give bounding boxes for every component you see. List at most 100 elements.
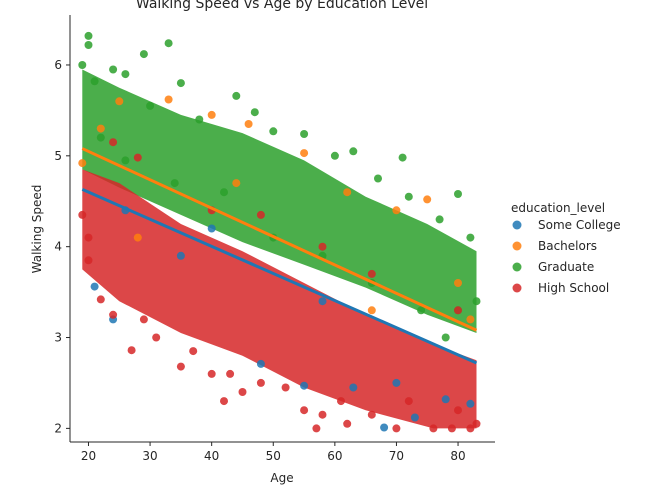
scatter-point (96, 133, 105, 142)
scatter-point (312, 424, 321, 433)
scatter-point (318, 242, 327, 251)
scatter-point (109, 65, 118, 74)
x-tick-label: 70 (389, 449, 404, 463)
scatter-point (281, 383, 290, 392)
scatter-point (96, 124, 105, 133)
x-tick-label: 50 (266, 449, 281, 463)
x-axis-title: Age (270, 471, 293, 485)
y-tick-label: 2 (54, 421, 62, 435)
scatter-point (176, 251, 185, 260)
scatter-point (127, 346, 136, 355)
scatter-point (435, 215, 444, 224)
scatter-point (256, 210, 265, 219)
scatter-point (410, 413, 419, 422)
scatter-point (380, 423, 389, 432)
scatter-point (392, 378, 401, 387)
legend-entry: Bachelors (538, 239, 597, 253)
x-tick-label: 60 (327, 449, 342, 463)
scatter-point (232, 179, 241, 188)
scatter-point (78, 210, 87, 219)
scatter-point (454, 306, 462, 315)
scatter-point (164, 95, 173, 104)
scatter-point (447, 424, 456, 433)
scatter-point (96, 295, 105, 304)
scatter-point (367, 306, 376, 315)
x-tick-label: 20 (81, 449, 96, 463)
scatter-point (404, 397, 413, 406)
scatter-point (441, 333, 450, 342)
scatter-point (170, 179, 179, 188)
scatter-point (250, 108, 259, 117)
scatter-point (121, 70, 130, 79)
y-axis-ticks: 2 3 4 5 6 (54, 58, 70, 435)
x-tick-label: 40 (204, 449, 219, 463)
scatter-point (466, 233, 475, 242)
scatter-point (454, 279, 462, 287)
scatter-point (466, 424, 475, 433)
scatter-point (139, 315, 148, 324)
scatter-point (256, 359, 265, 368)
y-tick-label: 4 (54, 240, 62, 254)
y-tick-label: 3 (54, 331, 62, 345)
x-axis-ticks: 20 30 40 50 60 70 80 (81, 442, 466, 463)
legend-title: education_level (511, 201, 605, 215)
point-clouds (82, 69, 477, 429)
scatter-point (244, 120, 253, 128)
scatter-point (109, 138, 118, 147)
scatter-point (109, 310, 118, 319)
scatter-point (374, 174, 382, 183)
scatter-point (429, 424, 438, 433)
scatter-point (78, 159, 87, 168)
scatter-point (164, 39, 173, 48)
scatter-point (115, 97, 124, 106)
scatter-point (343, 419, 352, 428)
scatter-point (466, 399, 475, 408)
scatter-point (300, 406, 309, 415)
legend-entry: Graduate (538, 260, 594, 274)
scatter-point (404, 192, 413, 201)
scatter-point (349, 147, 358, 156)
scatter-point (256, 378, 265, 387)
scatter-point (300, 130, 309, 138)
legend-marker (512, 220, 522, 230)
scatter-point (472, 297, 481, 306)
scatter-point (195, 115, 204, 124)
scatter-point (84, 31, 93, 40)
legend-marker (512, 262, 522, 272)
y-tick-label: 6 (54, 58, 62, 72)
scatter-point (318, 297, 327, 306)
legend-marker (512, 283, 522, 293)
scatter-point (90, 77, 99, 86)
scatter-point (220, 397, 228, 406)
scatter-point (454, 406, 462, 415)
legend: education_level Some College Bachelors Gra… (511, 201, 621, 295)
scatter-point (269, 127, 278, 136)
graduate-point-cloud (82, 69, 477, 333)
scatter-point (349, 383, 358, 392)
chart-title: Walking Speed vs Age by Education Level (136, 0, 428, 12)
y-axis-title: Walking Speed (30, 185, 44, 274)
scatter-point (238, 388, 247, 396)
scatter-point (176, 362, 185, 371)
scatter-point (466, 315, 475, 324)
regression-line (81, 147, 478, 332)
scatter-point (441, 395, 450, 404)
scatter-point (152, 333, 161, 342)
scatter-point (232, 91, 241, 100)
scatter-point (392, 424, 401, 433)
scatter-point (78, 61, 87, 69)
scatter-point (300, 149, 309, 158)
scatter-point (367, 269, 376, 278)
scatter-point (472, 419, 481, 428)
scatter-point (398, 153, 407, 162)
scatter-point (330, 151, 339, 160)
scatter-point (220, 188, 228, 197)
legend-marker (512, 241, 522, 251)
scatter-point (189, 347, 198, 356)
scatter-point (176, 79, 185, 88)
scatter-point (133, 153, 142, 162)
x-tick-label: 80 (450, 449, 465, 463)
regression-line (81, 188, 478, 365)
scatter-point (84, 233, 93, 242)
